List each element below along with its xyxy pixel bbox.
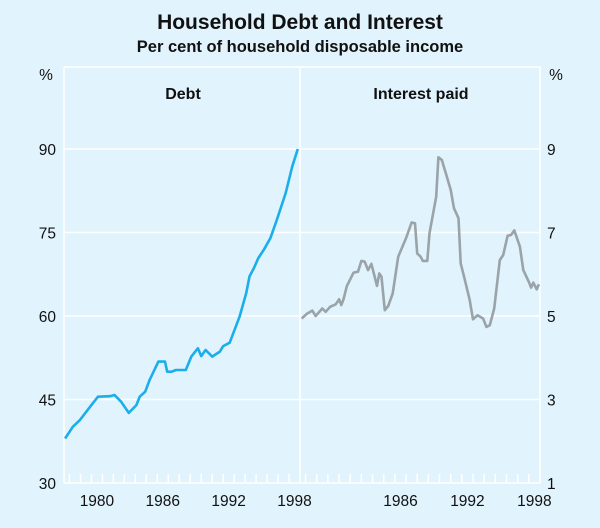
- y-tick-label: 5: [547, 309, 556, 326]
- x-tick-label: 1992: [211, 493, 245, 510]
- left-axis-unit: %: [39, 67, 53, 84]
- y-tick-label: 75: [39, 226, 56, 243]
- y-tick-label: 1: [547, 476, 556, 493]
- right-axis-unit: %: [549, 67, 563, 84]
- x-tick-label: 1998: [517, 493, 551, 510]
- x-tick-label: 1980: [80, 493, 115, 510]
- interest-paid-line: [300, 156, 541, 329]
- y-tick-label: 3: [547, 393, 556, 410]
- x-tick-label: 1992: [450, 493, 484, 510]
- y-tick-label: 90: [39, 142, 57, 159]
- y-tick-label: 60: [39, 309, 57, 326]
- y-tick-label: 9: [547, 142, 556, 159]
- y-tick-label: 45: [39, 393, 56, 410]
- debt-line: [64, 148, 300, 440]
- chart-title: Household Debt and Interest: [157, 11, 443, 34]
- x-tick-label: 1986: [383, 493, 417, 510]
- x-tick-label: 1998: [277, 493, 311, 510]
- y-tick-label: 7: [547, 226, 556, 243]
- x-tick-label: 1986: [146, 493, 180, 510]
- gridlines: [63, 66, 541, 484]
- y-tick-label: 30: [39, 476, 57, 493]
- chart-subtitle: Per cent of household disposable income: [137, 38, 463, 56]
- series-lines: [64, 148, 541, 440]
- panel-title-debt: Debt: [165, 86, 201, 103]
- panel-title-interest: Interest paid: [373, 86, 468, 103]
